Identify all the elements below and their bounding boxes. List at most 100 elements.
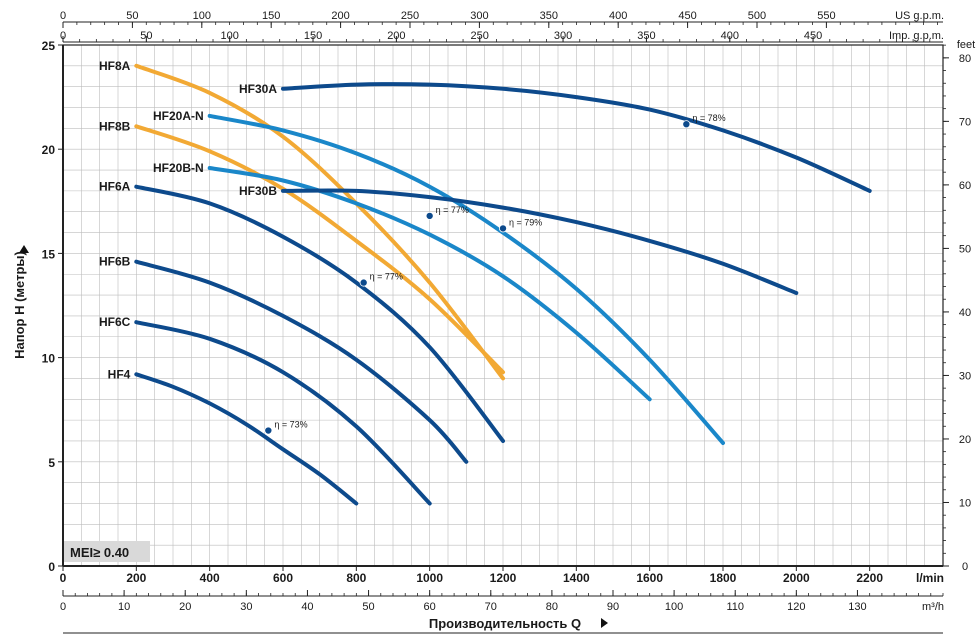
x-tick-label: 600 xyxy=(273,571,293,585)
us_gpm-tick-label: 500 xyxy=(748,10,766,22)
series-line-hf6a xyxy=(134,184,505,443)
series-line-hf30a xyxy=(281,82,872,193)
grid xyxy=(62,44,944,567)
us_gpm-tick-label: 450 xyxy=(678,10,696,22)
series-line-hf20a-n xyxy=(207,113,725,445)
feet-tick-label: 80 xyxy=(959,53,971,65)
series-line-hf20b-n xyxy=(207,166,652,402)
efficiency-marker xyxy=(359,278,368,287)
mei-badge-label: MEI≥ 0.40 xyxy=(70,545,129,560)
imp_gpm-tick-label: 0 xyxy=(60,30,66,42)
series-label-hf6b: HF6B xyxy=(99,255,131,269)
efficiency-label: η = 77% xyxy=(436,205,469,215)
y-tick-label: 5 xyxy=(48,456,55,470)
y-tick-label: 15 xyxy=(42,247,56,261)
us_gpm-tick-label: 350 xyxy=(540,10,558,22)
imp_gpm-tick-label: 150 xyxy=(304,30,322,42)
m3h-tick-label: 110 xyxy=(726,601,744,613)
axes: 0 200 400 600 800 1000 1200 1400 1600 1800 2000 220… xyxy=(42,10,971,634)
series-line-hf6c xyxy=(134,320,432,506)
us_gpm-tick-label: 300 xyxy=(470,10,488,22)
m3h-tick-label: 30 xyxy=(240,601,252,613)
us_gpm-tick-label: 150 xyxy=(262,10,280,22)
series-label-hf6c: HF6C xyxy=(99,315,131,329)
feet-tick-label: 0 xyxy=(962,561,968,573)
imp_gpm-tick-label: 450 xyxy=(804,30,822,42)
imp_gpm-tick-label: 50 xyxy=(140,30,152,42)
feet-tick-label: 10 xyxy=(959,497,971,509)
imp-gpm-label: Imp. g.p.m. xyxy=(889,30,944,42)
efficiency-marker xyxy=(425,211,434,220)
us_gpm-tick-label: 50 xyxy=(126,10,138,22)
efficiency-label: η = 77% xyxy=(370,272,403,282)
m3h-tick-label: 80 xyxy=(546,601,558,613)
feet-tick-label: 70 xyxy=(959,116,971,128)
series-label-hf30b: HF30B xyxy=(239,184,277,198)
y-axis-arrow-icon xyxy=(19,245,29,253)
x-tick-label: 800 xyxy=(346,571,366,585)
efficiency-label: η = 73% xyxy=(274,420,307,430)
y-tick-label: 20 xyxy=(42,143,56,157)
y-tick-label: 10 xyxy=(42,352,56,366)
series-label-hf20b-n: HF20B-N xyxy=(153,161,204,175)
x-tick-label: 2200 xyxy=(856,571,883,585)
us_gpm-tick-label: 0 xyxy=(60,10,66,22)
x-axis-arrow-icon xyxy=(601,618,608,628)
y-axis-title: Напор H (метры) xyxy=(12,251,27,359)
us_gpm-tick-label: 100 xyxy=(193,10,211,22)
efficiency-marker xyxy=(682,120,691,129)
m3h-tick-label: 120 xyxy=(787,601,805,613)
us_gpm-tick-label: 400 xyxy=(609,10,627,22)
us_gpm-tick-label: 200 xyxy=(331,10,349,22)
m3h-tick-label: 20 xyxy=(179,601,191,613)
efficiency-marker xyxy=(264,426,273,435)
series-label-hf4: HF4 xyxy=(108,367,131,381)
series-label-hf8a: HF8A xyxy=(99,59,131,73)
series-label-hf6a: HF6A xyxy=(99,180,131,194)
imp_gpm-tick-label: 200 xyxy=(387,30,405,42)
x-tick-label: 1400 xyxy=(563,571,590,585)
curve-labels: HF8A HF8B HF30A HF20A-N HF20B-N HF30B HF6A HF6B… xyxy=(99,59,277,381)
imp_gpm-tick-label: 350 xyxy=(637,30,655,42)
m3h-tick-label: 0 xyxy=(60,601,66,613)
m3h-tick-label: 60 xyxy=(424,601,436,613)
imp_gpm-tick-label: 300 xyxy=(554,30,572,42)
x-tick-label: 1600 xyxy=(636,571,663,585)
imp_gpm-tick-label: 250 xyxy=(471,30,489,42)
x-tick-label: 400 xyxy=(200,571,220,585)
feet-tick-label: 30 xyxy=(959,370,971,382)
imp_gpm-tick-label: 400 xyxy=(721,30,739,42)
x-tick-label: 200 xyxy=(126,571,146,585)
x-unit-label: l/min xyxy=(916,571,944,585)
us_gpm-tick-label: 550 xyxy=(817,10,835,22)
y-tick-label: 25 xyxy=(42,39,56,53)
efficiency-label: η = 79% xyxy=(509,217,542,227)
series-curves xyxy=(134,63,872,506)
m3h-tick-label: 50 xyxy=(362,601,374,613)
series-line-hf4 xyxy=(134,372,359,506)
series-label-hf30a: HF30A xyxy=(239,82,277,96)
efficiency-points: η = 78% η = 77% η = 79% η = 77% η = 73% xyxy=(264,113,726,435)
efficiency-label: η = 78% xyxy=(692,113,725,123)
mei-badge xyxy=(64,541,150,562)
imp_gpm-tick-label: 100 xyxy=(221,30,239,42)
m3h-tick-label: 40 xyxy=(301,601,313,613)
feet-tick-label: 40 xyxy=(959,307,971,319)
x-tick-label: 2000 xyxy=(783,571,810,585)
efficiency-marker xyxy=(498,224,507,233)
x-tick-label: 1800 xyxy=(710,571,737,585)
feet-tick-label: 50 xyxy=(959,243,971,255)
series-line-hf8a xyxy=(134,63,505,381)
us_gpm-tick-label: 250 xyxy=(401,10,419,22)
y-tick-label: 0 xyxy=(48,560,55,574)
series-label-hf20a-n: HF20A-N xyxy=(153,109,204,123)
series-label-hf8b: HF8B xyxy=(99,119,131,133)
feet-tick-label: 60 xyxy=(959,180,971,192)
feet-label: feet xyxy=(957,39,975,51)
m3h-tick-label: 70 xyxy=(485,601,497,613)
x-tick-label: 1200 xyxy=(490,571,517,585)
series-line-hf6b xyxy=(134,259,469,464)
x-axis-title: Производительность Q xyxy=(429,616,581,631)
m3h-tick-label: 130 xyxy=(848,601,866,613)
